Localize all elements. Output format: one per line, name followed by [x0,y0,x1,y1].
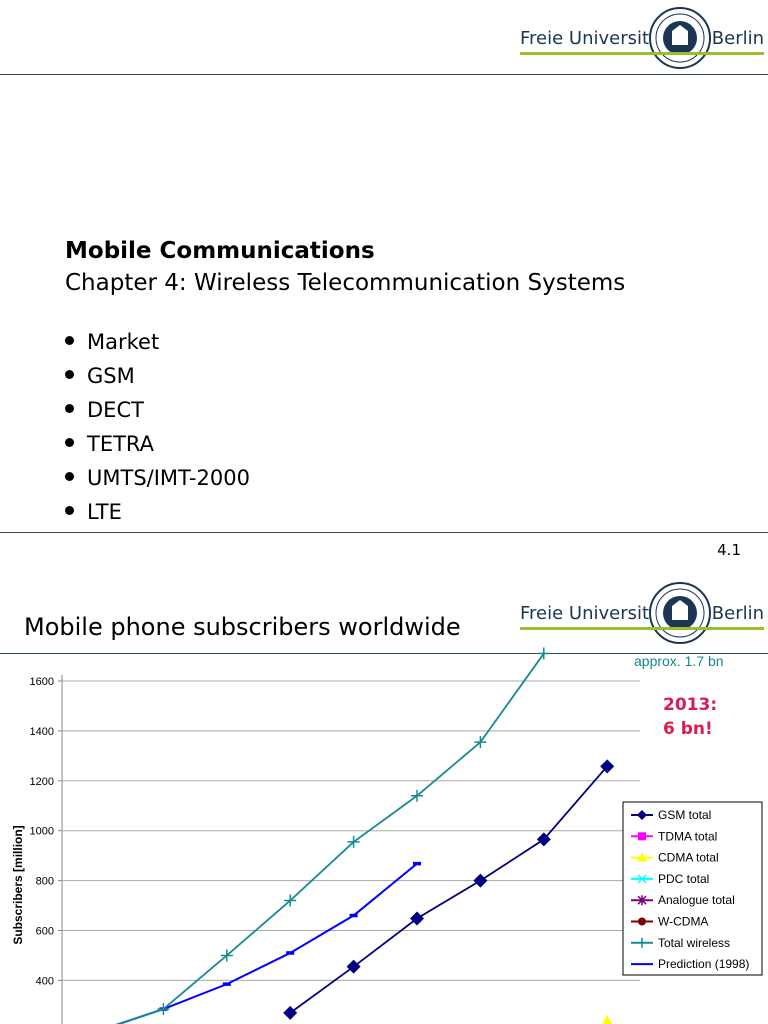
note-line-1: 2013: [663,695,718,715]
logo-word-right: Berlin [711,28,764,49]
gsm-total-point [346,959,361,974]
legend-gsm-total-label: GSM total [658,808,711,822]
university-logo: Freie Universität Berlin [520,6,764,70]
total-wireless-point [474,736,487,749]
y-tick-label: 1400 [30,726,54,738]
subscribers-chart: 400 600 800 1000 1200 1400 1600 Subscribers [mi… [11,647,763,1024]
gsm-total-point [473,873,488,888]
total-wireless-point [537,647,550,660]
footer-divider [0,532,768,533]
bullet-icon [65,369,74,379]
total-wireless-line [115,653,545,1024]
topic-label: Market [87,330,160,354]
total-wireless-point [157,1003,170,1016]
topic-label: UMTS/IMT-2000 [87,466,250,490]
legend-box [622,801,763,976]
bullet-icon [65,437,74,447]
legend-analogue-total-label: Analogue total [658,893,735,907]
legend-tdma-total-marker [638,832,646,841]
header-divider [0,74,768,75]
legend-w-cdma-label: W-CDMA [658,915,708,929]
topic-item: GSM [65,361,250,395]
topic-item: Market [65,327,250,361]
total-annotation: approx. 1.7 bn [634,653,724,669]
logo-word-left: Freie Universität [520,28,668,49]
slide-subtitle: Chapter 4: Wireless Telecommunication Sy… [65,270,626,296]
gsm-total-point [410,911,424,926]
cdma-total-point [602,1014,613,1024]
topic-label: DECT [87,398,144,422]
y-tick-label: 800 [36,876,54,888]
topic-item: TETRA [65,429,250,463]
y-tick-label: 600 [36,926,54,938]
legend-cdma-total-marker [637,852,647,862]
note-2013: 2013: 6 bn! [663,693,717,741]
y-tick-label: 400 [36,975,54,987]
total-wireless-point [220,949,233,962]
prediction-1998--line [115,862,418,1024]
slide-2: Mobile phone subscribers worldwide Freie… [0,575,768,1024]
total-wireless-point [411,789,423,802]
bullet-icon [65,403,74,413]
logo-underline [520,627,764,630]
logo-word-right: Berlin [711,603,764,624]
total-wireless-point [347,835,360,848]
legend-prediction-1998--label: Prediction (1998) [658,957,749,971]
total-wireless-point [284,894,297,907]
bullet-icon [65,471,74,481]
legend-cdma-total-label: CDMA total [658,851,719,865]
y-tick-label: 1000 [30,826,54,838]
y-axis-label: Subscribers [million] [11,825,25,944]
legend-total-wireless-label: Total wireless [658,936,730,950]
topic-label: GSM [87,364,135,388]
slide-1: Freie Universität Berlin Mobile Communic… [0,6,768,559]
legend-total-wireless-marker [637,937,647,948]
gsm-total-point [536,832,551,847]
legend-tdma-total-label: TDMA total [658,829,717,843]
logo-underline [520,52,764,55]
legend-pdc-total-marker [637,874,647,884]
y-tick-label: 1600 [30,676,54,688]
gsm-total-point [600,759,615,774]
topic-item: UMTS/IMT-2000 [65,463,250,497]
gsm-total-point [283,1005,298,1020]
y-tick-label: 1200 [30,776,54,788]
bullet-icon [65,335,74,345]
university-logo: Freie Universität Berlin [520,581,764,645]
header-divider [0,653,768,654]
university-seal-icon [649,7,711,69]
bullet-icon [65,505,74,515]
topic-label: TETRA [87,432,155,456]
chart-slide-title: Mobile phone subscribers worldwide [24,613,461,641]
logo-word-left: Freie Universität [520,603,668,624]
page-number: 4.1 [717,541,741,559]
topic-label: LTE [87,500,122,524]
topic-item: LTE [65,497,250,531]
gsm-total-line [289,765,608,1014]
topic-list: Market GSM DECT TETRA UMTS/IMT-2000 LTE [65,327,250,531]
legend-w-cdma-marker [638,917,646,926]
legend-analogue-total-marker [637,895,647,906]
legend-pdc-total-label: PDC total [658,872,709,886]
legend-gsm-total-marker [637,810,647,820]
topic-item: DECT [65,395,250,429]
slide-title: Mobile Communications [65,238,375,264]
note-line-2: 6 bn! [663,719,713,739]
